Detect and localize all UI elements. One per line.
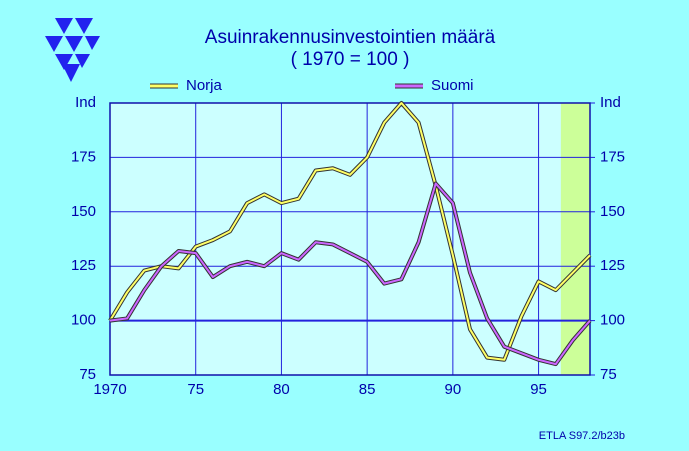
y-tick-label: 100 <box>71 312 96 329</box>
y2-tick-label: 175 <box>600 148 625 165</box>
y-tick-label: 150 <box>71 203 96 220</box>
x-tick-label: 75 <box>187 381 204 398</box>
y-tick-label: Ind <box>75 94 96 111</box>
y2-tick-label: 150 <box>600 203 625 220</box>
line <box>109 182 591 366</box>
legend-label: Norja <box>186 77 223 94</box>
logo <box>45 18 100 82</box>
legend-label: Suomi <box>431 77 474 94</box>
plot-area <box>110 103 590 375</box>
y-tick-label: 175 <box>71 148 96 165</box>
x-tick-label: 85 <box>359 381 376 398</box>
x-tick-label: 80 <box>273 381 290 398</box>
y2-tick-label: Ind <box>600 94 621 111</box>
y-tick-label: 75 <box>79 366 96 383</box>
shaded-region <box>560 103 590 375</box>
plot-border <box>109 102 591 376</box>
x-tick-label: 1970 <box>93 381 126 398</box>
y2-tick-label: 100 <box>600 312 625 329</box>
footer: ETLA S97.2/b23b <box>539 430 625 442</box>
y2-tick-label: 75 <box>600 366 617 383</box>
x-tick-label: 95 <box>530 381 547 398</box>
y-tick-label: 125 <box>71 257 96 274</box>
x-tick-label: 90 <box>445 381 462 398</box>
chart-subtitle: ( 1970 = 100 ) <box>291 49 410 70</box>
chart-title: Asuinrakennusinvestointien määrä <box>205 27 496 48</box>
y2-tick-label: 125 <box>600 257 625 274</box>
